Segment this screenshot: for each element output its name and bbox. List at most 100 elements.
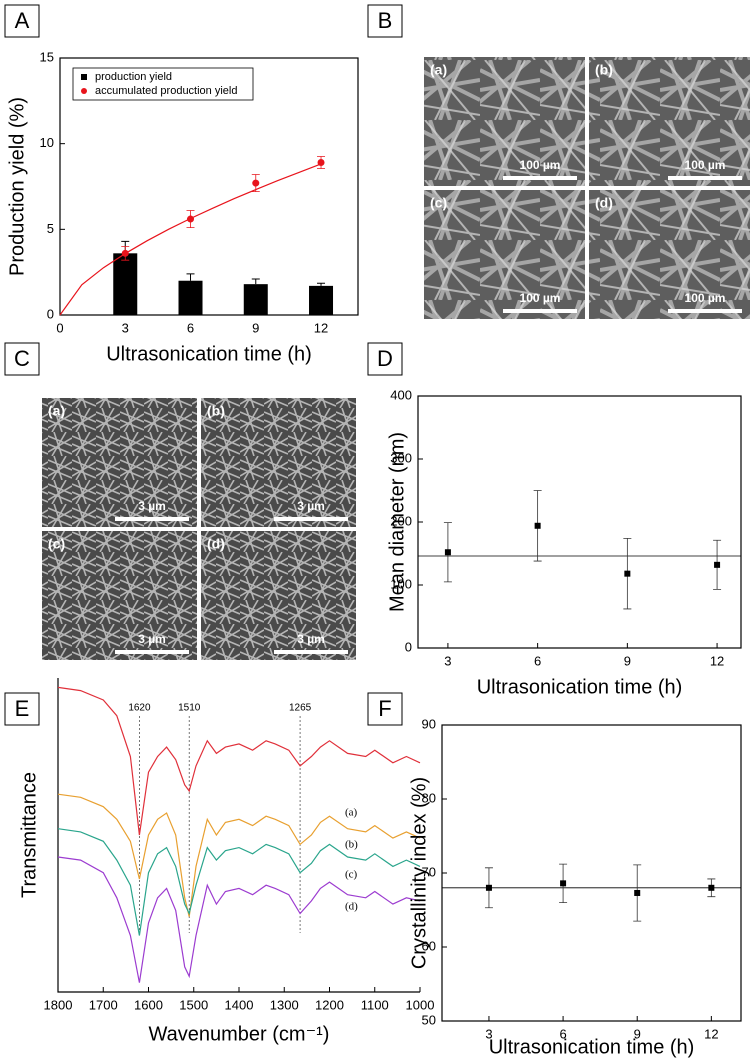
- x-tick-label: 1200: [315, 997, 344, 1012]
- point: [624, 570, 631, 577]
- x-tick-label: 3: [122, 320, 129, 335]
- plot-frame: [417, 395, 742, 649]
- micrograph: [201, 531, 356, 660]
- x-tick-label: 6: [187, 320, 194, 335]
- y-tick-label: 10: [40, 135, 54, 150]
- series-label: (d): [345, 901, 358, 913]
- panel-letter: F: [378, 696, 391, 721]
- band-label: 1265: [289, 703, 312, 714]
- panel-box: [367, 342, 403, 376]
- tile-label: (a): [430, 62, 447, 78]
- point: [534, 522, 541, 529]
- point: [708, 884, 715, 891]
- micrograph: [424, 190, 585, 319]
- point: [560, 880, 567, 887]
- x-tick-label: 1100: [361, 997, 389, 1012]
- bar: [309, 285, 334, 315]
- panel-box: [4, 692, 40, 726]
- legend-marker: [81, 74, 87, 80]
- point: [634, 889, 641, 896]
- y-axis-label: Mean diameter (nm): [386, 432, 408, 612]
- micrograph: [589, 57, 750, 186]
- micrograph: [201, 398, 356, 527]
- error-bar: [251, 278, 260, 285]
- scale-label: 100 µm: [685, 158, 726, 172]
- bar: [113, 253, 138, 315]
- series-line: [57, 793, 421, 917]
- scale-label: 100 µm: [520, 291, 561, 305]
- x-tick-label: 0: [56, 320, 63, 335]
- x-tick-label: 1000: [406, 997, 435, 1012]
- y-axis-label: Production yield (%): [6, 97, 28, 276]
- y-tick-label: 60: [422, 938, 436, 953]
- y-tick-label: 200: [390, 513, 412, 528]
- scale-label: 100 µm: [685, 291, 726, 305]
- tile-label: (c): [48, 536, 65, 552]
- x-tick-label: 1400: [225, 997, 254, 1012]
- y-tick-label: 300: [390, 450, 412, 465]
- legend-box: [72, 67, 254, 101]
- x-tick-label: 9: [252, 320, 259, 335]
- legend-label: accumulated production yield: [95, 85, 237, 97]
- band-label: 1620: [128, 703, 151, 714]
- y-axis-label: Transmittance: [18, 772, 40, 898]
- panel-letter: C: [14, 346, 30, 371]
- x-tick-label: 1700: [89, 997, 118, 1012]
- bar: [243, 284, 268, 315]
- series-line: [57, 856, 421, 983]
- legend-marker: [81, 88, 87, 94]
- tile-label: (b): [595, 62, 613, 78]
- bar: [178, 280, 203, 315]
- plot-frame: [441, 724, 742, 1022]
- y-tick-label: 80: [422, 790, 436, 805]
- plot-frame: [59, 57, 359, 316]
- x-tick-label: 9: [634, 1026, 641, 1041]
- series-label: (a): [345, 807, 358, 819]
- series-line: [57, 686, 421, 836]
- x-tick-label: 12: [704, 1026, 718, 1041]
- x-tick-label: 3: [485, 1026, 492, 1041]
- micrograph: [42, 398, 197, 527]
- micrograph: [589, 190, 750, 319]
- y-tick-label: 100: [390, 576, 412, 591]
- error-bar: [317, 282, 326, 286]
- y-tick-label: 5: [47, 221, 54, 236]
- tile-label: (b): [207, 403, 225, 419]
- tile-label: (d): [207, 536, 225, 552]
- error-bar: [186, 273, 195, 281]
- y-tick-label: 0: [405, 639, 412, 654]
- tile-label: (c): [430, 195, 447, 211]
- y-tick-label: 0: [47, 306, 54, 321]
- x-tick-label: 1800: [44, 997, 73, 1012]
- y-tick-label: 15: [40, 49, 54, 64]
- band-label: 1510: [178, 703, 201, 714]
- panel-letter: B: [378, 8, 393, 33]
- x-tick-label: 1500: [179, 997, 208, 1012]
- axis-line: [57, 678, 420, 993]
- point: [714, 561, 721, 568]
- micrograph: [42, 531, 197, 660]
- scale-label: 3 µm: [138, 632, 166, 646]
- x-tick-label: 9: [624, 653, 631, 668]
- y-tick-label: 90: [422, 716, 436, 731]
- scale-label: 3 µm: [138, 499, 166, 513]
- panel-box: [367, 692, 403, 726]
- tile-label: (d): [595, 195, 613, 211]
- scale-label: 3 µm: [297, 499, 325, 513]
- point: [444, 549, 451, 556]
- x-tick-label: 6: [534, 653, 541, 668]
- scale-label: 3 µm: [297, 632, 325, 646]
- micrograph: [424, 57, 585, 186]
- x-tick-label: 3: [444, 653, 451, 668]
- y-axis-label: Crystallinity index (%): [408, 777, 430, 969]
- x-tick-label: 12: [710, 653, 724, 668]
- x-axis-label: Ultrasonication time (h): [489, 1036, 695, 1058]
- series-line: [59, 163, 322, 316]
- point: [252, 179, 260, 187]
- series-label: (b): [345, 839, 358, 851]
- x-axis-label: Wavenumber (cm⁻¹): [149, 1023, 330, 1045]
- scale-label: 100 µm: [520, 158, 561, 172]
- x-tick-label: 1300: [270, 997, 299, 1012]
- x-axis-label: Ultrasonication time (h): [477, 676, 683, 698]
